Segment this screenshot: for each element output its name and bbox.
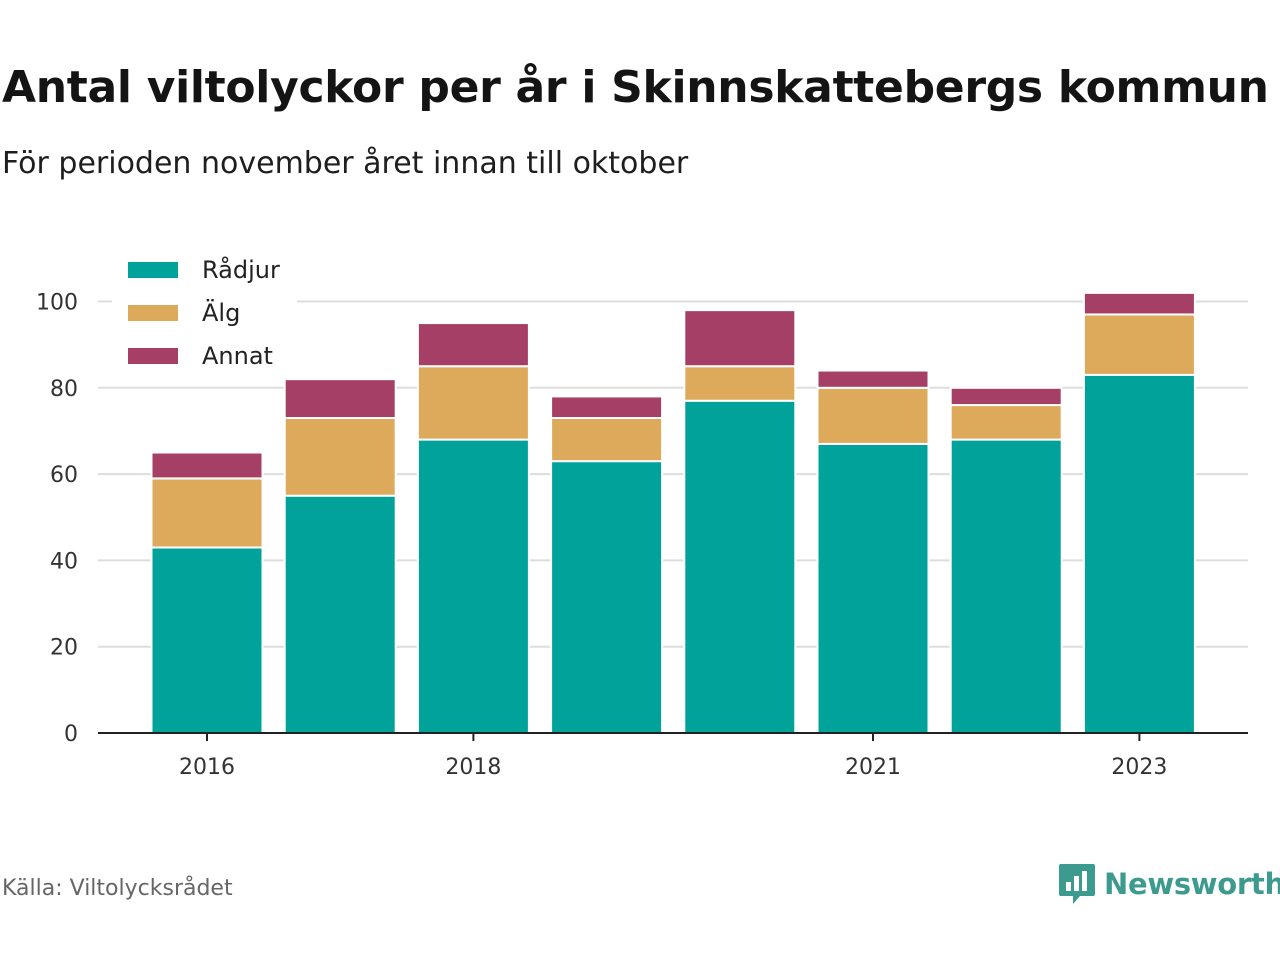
- bar-annat-2022: [949, 386, 1063, 407]
- bar-annat-2021: [816, 369, 930, 389]
- legend-label-älg: Älg: [202, 298, 240, 327]
- bar-älg-2017: [283, 417, 397, 497]
- bar-rådjur-2018: [416, 438, 530, 734]
- bar-älg-2018: [416, 365, 530, 441]
- legend: Rådjur Älg Annat: [112, 248, 297, 376]
- bar-chart-speech-bubble-icon: [1059, 864, 1095, 904]
- bar-älg-2022: [949, 404, 1063, 441]
- bar-älg-2019: [550, 417, 664, 463]
- x-tick-label: 2018: [445, 755, 501, 780]
- bar-älg-2021: [816, 386, 930, 445]
- legend-label-rådjur: Rådjur: [202, 255, 280, 284]
- y-tick-label: 80: [50, 377, 78, 402]
- bar-rådjur-2019: [550, 460, 664, 734]
- bar-annat-2019: [550, 395, 664, 420]
- chart-title: Antal viltolyckor per år i Skinnskattebe…: [2, 62, 1269, 113]
- legend-swatch-rådjur: [128, 262, 178, 278]
- brand-name: Newsworthy: [1104, 867, 1280, 901]
- bar-rådjur-2021: [816, 442, 930, 734]
- brand-logo: Newsworthy: [1058, 862, 1280, 906]
- legend-swatch-älg: [128, 305, 178, 321]
- bar-rådjur-2023: [1082, 373, 1196, 734]
- bar-annat-2018: [416, 322, 530, 368]
- legend-swatch-annat: [128, 348, 178, 364]
- x-tick-label: 2023: [1111, 755, 1167, 780]
- y-tick-label: 20: [50, 636, 78, 661]
- bar-rådjur-2017: [283, 494, 397, 734]
- bar-älg-2020: [683, 365, 797, 402]
- y-tick-label: 0: [64, 722, 78, 747]
- y-tick-label: 60: [50, 463, 78, 488]
- bars: [150, 291, 1196, 735]
- bar-älg-2016: [150, 477, 264, 549]
- chart-subtitle: För perioden november året innan till ok…: [2, 146, 689, 181]
- bar-rådjur-2020: [683, 399, 797, 734]
- x-tick-label: 2016: [179, 755, 235, 780]
- y-tick-label: 100: [36, 291, 78, 316]
- bar-rådjur-2022: [949, 438, 1063, 734]
- bar-annat-2016: [150, 451, 264, 480]
- bar-annat-2020: [683, 309, 797, 368]
- source-note: Källa: Viltolycksrådet: [2, 876, 233, 901]
- bar-älg-2023: [1082, 313, 1196, 376]
- bar-annat-2023: [1082, 291, 1196, 316]
- bar-annat-2017: [283, 378, 397, 420]
- x-tick-label: 2021: [845, 755, 901, 780]
- axes: 0 20 40 60 80 100 2016 2018 2021 2023: [36, 291, 1248, 780]
- y-tick-label: 40: [50, 549, 78, 574]
- bar-rådjur-2016: [150, 546, 264, 735]
- legend-label-annat: Annat: [202, 342, 273, 370]
